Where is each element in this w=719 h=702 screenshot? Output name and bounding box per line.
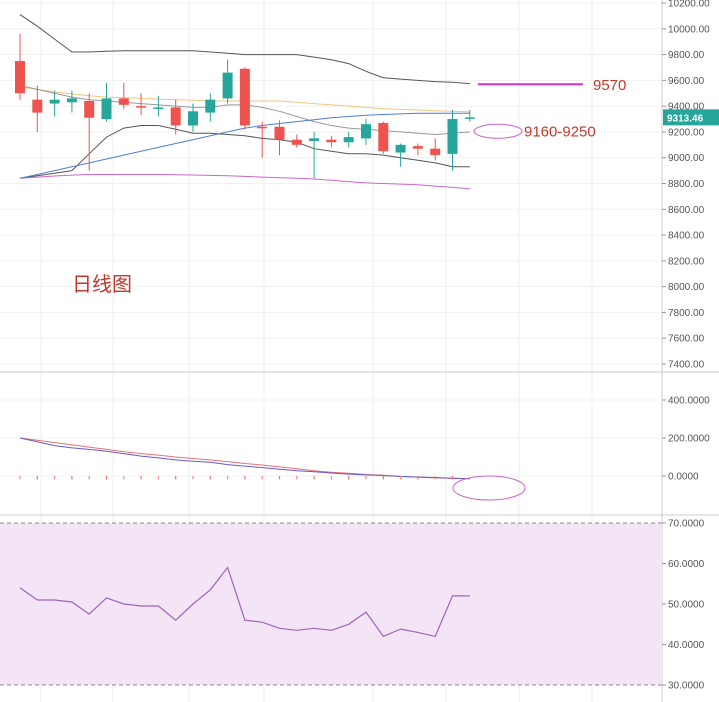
candle-body [361, 124, 371, 139]
candle-body [49, 99, 60, 104]
candle-body [153, 107, 164, 109]
current-price-label: 9313.46 [667, 113, 704, 124]
candle-body [430, 148, 441, 156]
support-circle [473, 123, 523, 139]
axis-tick-label: 50.0000 [668, 600, 705, 611]
axis-tick-label: 8200.00 [668, 256, 705, 267]
bollinger-lower-line [19, 125, 470, 179]
candle-body [222, 72, 233, 99]
axis-tick-label: 0.0000 [668, 472, 699, 483]
axis-tick-label: 9600.00 [668, 76, 705, 87]
support-label: 9160-9250 [524, 123, 596, 140]
resistance-label: 9570 [593, 77, 626, 94]
candle-body [395, 144, 406, 153]
axis-tick-label: 9800.00 [668, 50, 705, 61]
axis-tick-label: 70.0000 [668, 519, 705, 530]
candlesticks [15, 33, 475, 179]
axis-tick-label: 10200.00 [668, 0, 710, 10]
rsi-band [0, 522, 662, 686]
candle-body [257, 126, 268, 129]
candle-body [101, 98, 112, 120]
candle-body [188, 111, 198, 126]
macd-signal-line [19, 437, 470, 480]
axis-tick-label: 400.0000 [668, 396, 710, 407]
axis-tick-label: 8400.00 [668, 231, 705, 242]
axis-tick-label: 200.0000 [668, 434, 710, 445]
axis-tick-label: 9000.00 [668, 153, 705, 164]
candle-body [412, 146, 423, 149]
candle-body [378, 122, 389, 152]
candle-body [447, 119, 458, 154]
candle-body [309, 138, 320, 141]
candle-body [205, 99, 216, 113]
rsi-pane [19, 566, 470, 638]
candle-body [136, 106, 147, 108]
axis-tick-label: 7400.00 [668, 360, 705, 371]
axis-tick-label: 10000.00 [668, 24, 710, 35]
axis-tick-label: 40.0000 [668, 640, 705, 651]
ma-long-line [19, 174, 470, 190]
candle-body [326, 139, 337, 143]
candle-body [343, 137, 354, 143]
axis-tick-label: 8800.00 [668, 179, 705, 190]
candle-body [274, 126, 285, 140]
annotations: 9570 9160-9250 日线图 [72, 77, 626, 501]
candle-body [291, 139, 302, 145]
candle-body [170, 107, 181, 126]
candle-body [15, 61, 25, 94]
axis-tick-label: 8600.00 [668, 205, 705, 216]
rsi-line [19, 566, 470, 638]
axis-tick-label: 7600.00 [668, 334, 705, 345]
axis-tick-label: 9200.00 [668, 127, 705, 138]
axis-tick-label: 9400.00 [668, 102, 705, 113]
macd-pane [19, 437, 470, 480]
axis-tick-label: 60.0000 [668, 559, 705, 570]
candle-body [32, 99, 43, 113]
candle-body [84, 100, 95, 118]
axis-tick-label: 30.0000 [668, 681, 705, 692]
candle-body [464, 117, 475, 119]
candle-body [66, 98, 77, 103]
bollinger-upper-line [19, 14, 470, 85]
chart-title: 日线图 [72, 272, 132, 296]
candle-body [239, 68, 250, 126]
macd-cross-circle [452, 475, 526, 501]
axis-tick-label: 7800.00 [668, 308, 705, 319]
axis-tick-label: 8000.00 [668, 282, 705, 293]
current-price-badge [663, 109, 719, 126]
price-axis: 10200.00 10000.00 9800.00 9600.00 9400.00 920… [662, 0, 719, 692]
rsi-band-fill [0, 523, 662, 685]
macd-line [19, 437, 470, 480]
candle-body [118, 98, 129, 105]
